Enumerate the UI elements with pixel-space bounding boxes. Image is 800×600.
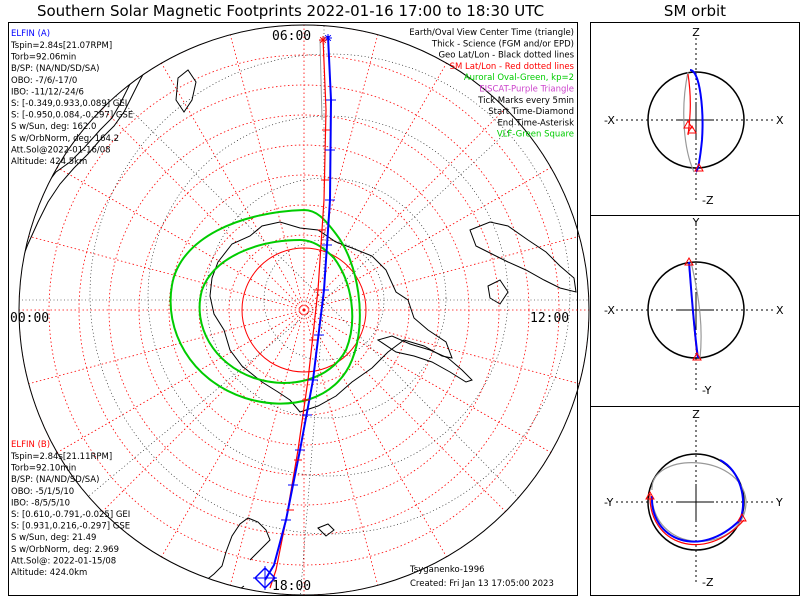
probe-a-line: OBO: -7/6/-17/0 [11, 76, 77, 86]
main-plot-frame [8, 22, 578, 596]
orbit-axis-right: Y [775, 496, 783, 509]
antarctic-peninsula [376, 335, 473, 383]
track-shadow [319, 39, 323, 121]
model-label: Tsyganenko-1996 [409, 565, 485, 575]
mlt-label-bottom: 18:00 [272, 579, 311, 594]
south-america-coastline [197, 517, 271, 595]
legend-entry: Auroral Oval-Green, kp=2 [464, 73, 574, 83]
orbit-panel-frame [590, 22, 800, 596]
orbit-path-b [649, 493, 745, 546]
legend-entry: SM Lat/Lon - Red dotted lines [450, 62, 575, 72]
tasmania-coastline [487, 279, 509, 305]
orbit-axis-top: Z [692, 26, 700, 39]
orbit-axis-bottom: -Y [702, 384, 712, 397]
orbit-panel-2: Y -Y -X X [604, 216, 784, 397]
legend-entry: Tick Marks every 5min [477, 96, 574, 106]
probe-a-line: S: [-0.950,0.084,-0.297] GSE [11, 111, 133, 121]
orbit-path-b [687, 73, 691, 136]
sm-orbit-panels: Z -Z -X X Y -Y -X X Z -Z -Y Y [604, 26, 784, 589]
mlt-label-right: 12:00 [530, 311, 569, 326]
orbit-marker [683, 119, 693, 129]
orbit-path-a [688, 261, 699, 359]
probe-a-line: IBO: -11/12/-24/6 [11, 87, 84, 97]
polar-map [19, 25, 589, 595]
orbit-axis-top: Y [692, 216, 700, 229]
orbit-axis-left: -X [604, 304, 615, 317]
probe-a-line: B/SP: (NA/ND/SD/SA) [11, 64, 99, 74]
probe-b-line: Att.Sol@: 2022-01-15/08 [11, 556, 116, 566]
probe-a-line: Tspin=2.84s[21.07RPM] [10, 41, 112, 51]
orbit-marker [692, 351, 702, 361]
legend-entry: Geo Lat/Lon - Black dotted lines [438, 51, 574, 61]
end-asterisk [319, 36, 327, 44]
legend-entry: Earth/Oval View Center Time (triangle) [409, 28, 574, 38]
mlt-label-top: 06:00 [272, 29, 311, 44]
probe-b-name: ELFIN (B) [11, 440, 50, 450]
probe-b-line: Torb=92.10min [10, 464, 76, 474]
legend-entry: End Time-Asterisk [497, 118, 574, 128]
orbit-marker [737, 512, 747, 522]
probe-a-line: S w/Sun, deg: 162.0 [11, 122, 96, 132]
orbit-axis-top: Z [692, 408, 700, 421]
satellite-tracks [253, 34, 336, 590]
probe-a-track [264, 35, 333, 581]
probe-b-line: Altitude: 424.0km [11, 568, 87, 578]
legend-entry: VLF-Green Square [497, 130, 574, 140]
legend-entry: Thick - Science (FGM and/or EPD) [431, 39, 574, 49]
page-title: Southern Solar Magnetic Footprints 2022-… [36, 2, 545, 20]
map-boundary [18, 24, 590, 596]
sm-pole-circle [241, 247, 367, 373]
madagascar-coastline [175, 69, 197, 113]
orbit-panel-3: Z -Z -Y Y [604, 408, 783, 589]
orbit-axis-left: -X [604, 114, 615, 127]
orbit-path-a [689, 69, 704, 173]
sm-grid-radials [19, 25, 589, 595]
probe-a-name: ELFIN (A) [11, 29, 50, 39]
probe-b-line: S w/OrbNorm, deg: 2.969 [11, 545, 119, 555]
probe-b-line: S: [0.610,-0.791,-0.025] GEI [11, 510, 130, 520]
mlt-label-left: 00:00 [10, 311, 49, 326]
orbit-panel-1: Z -Z -X X [604, 26, 784, 207]
probe-b-track [269, 37, 327, 589]
orbit-axis-bottom: -Z [702, 576, 714, 589]
orbit-panel-title: SM orbit [663, 2, 727, 20]
probe-b-line: OBO: -5/1/5/10 [11, 487, 74, 497]
probe-a-info: ELFIN (A) Tspin=2.84s[21.07RPM] Torb=92.0… [10, 29, 133, 167]
probe-b-line: Tspin=2.84s[21.11RPM] [10, 452, 112, 462]
probe-b-line: IBO: -8/5/5/10 [11, 498, 70, 508]
orbit-marker [684, 256, 694, 266]
probe-b-info: ELFIN (B) Tspin=2.84s[21.11RPM] Torb=92.1… [10, 440, 130, 578]
probe-b-line: S w/Sun, deg: 21.49 [11, 533, 96, 543]
created-label: Created: Fri Jan 13 17:05:00 2023 [410, 579, 554, 589]
orbit-axis-right: X [776, 304, 784, 317]
probe-a-line: Altitude: 424.5km [11, 157, 87, 167]
probe-a-line: S: [-0.349,0.933,0.089] GEI [11, 99, 127, 109]
legend-entry: EISCAT-Purple Triangle [479, 85, 574, 95]
australia-coastline [469, 221, 577, 293]
orbit-marker [694, 162, 704, 172]
orbit-axis-left: -Y [604, 496, 614, 509]
legend-entry: Start Time-Diamond [488, 107, 574, 117]
orbit-axis-right: X [776, 114, 784, 127]
probe-b-line: S: [0.931,0.216,-0.297] GSE [11, 522, 130, 532]
orbit-path-grey [690, 261, 702, 359]
orbit-axis-bottom: -Z [702, 194, 714, 207]
orbit-marker [687, 124, 697, 134]
probe-a-line: S w/OrbNorm, deg: 164.2 [11, 134, 119, 144]
probe-b-line: B/SP: (NA/ND/SD/SA) [11, 475, 99, 485]
probe-a-line: Torb=92.06min [10, 53, 76, 63]
legend: Earth/Oval View Center Time (triangle)Th… [409, 28, 574, 140]
orbit-marker [645, 490, 655, 500]
geo-grid [20, 25, 589, 595]
orbit-path-grey [651, 462, 747, 542]
falkland-islands [317, 523, 335, 537]
orbit-path-a [650, 459, 745, 543]
auroral-oval [169, 208, 361, 405]
probe-a-line: Att.Sol@2022-01-16/08 [11, 145, 111, 155]
